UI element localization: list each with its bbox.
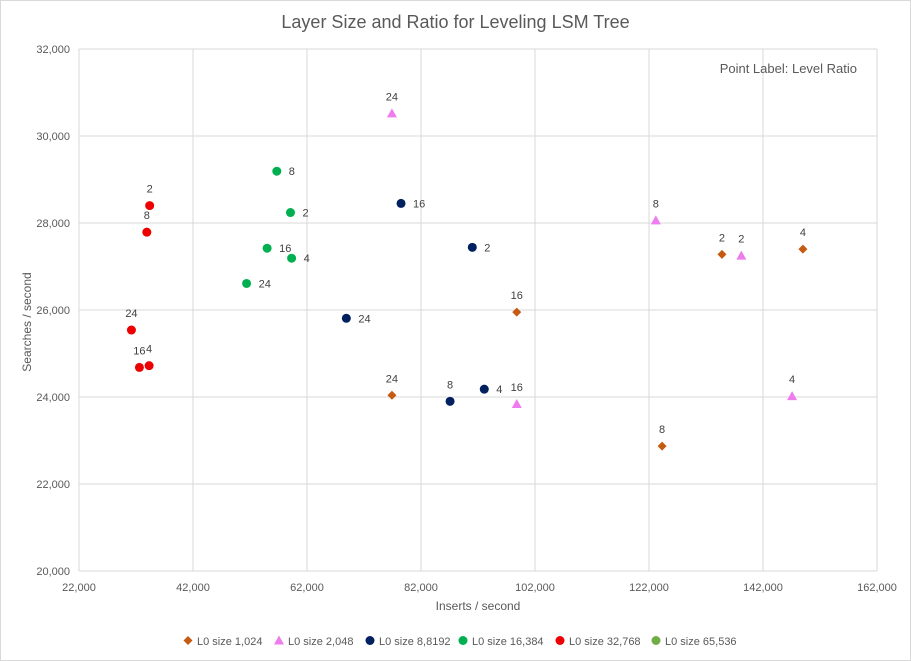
legend-marker (274, 635, 284, 645)
point-label: 16 (511, 290, 523, 302)
data-point (126, 325, 136, 335)
data-point (650, 215, 661, 225)
legend-entry: L0 size 1,024 (197, 636, 262, 648)
point-label: 4 (496, 384, 502, 396)
x-tick-label: 102,000 (515, 582, 555, 594)
legend-entry: L0 size 16,384 (472, 636, 544, 648)
data-point (262, 243, 272, 253)
point-label: 16 (133, 345, 145, 357)
data-point (511, 398, 522, 408)
point-label: 8 (289, 166, 295, 178)
data-point (134, 362, 144, 372)
point-label: 24 (125, 308, 137, 320)
legend-entry: L0 size 65,536 (665, 636, 737, 648)
data-point (387, 390, 397, 400)
point-label: 2 (302, 208, 308, 220)
y-tick-label: 26,000 (36, 305, 70, 317)
y-tick-label: 20,000 (36, 566, 70, 578)
point-label: 4 (800, 227, 806, 239)
data-point (445, 396, 455, 406)
point-label: 4 (146, 344, 152, 356)
grid-lines (78, 48, 878, 572)
data-point (657, 441, 667, 451)
legend-entry: L0 size 32,768 (569, 636, 641, 648)
y-tick-label: 28,000 (36, 218, 70, 230)
y-tick-label: 30,000 (36, 131, 70, 143)
legend-marker (183, 636, 193, 645)
x-axis-title: Inserts / second (436, 599, 521, 613)
data-point (142, 227, 152, 237)
legend-entry: L0 size 2,048 (288, 636, 353, 648)
x-tick-label: 42,000 (176, 582, 210, 594)
point-label: 24 (259, 278, 271, 290)
point-label: 16 (279, 243, 291, 255)
y-axis-title: Searches / second (20, 272, 34, 371)
data-point (787, 391, 798, 401)
data-point (341, 313, 351, 323)
data-point (145, 201, 155, 211)
point-label: 2 (484, 242, 490, 254)
data-point (512, 307, 522, 317)
point-label: 24 (358, 313, 370, 325)
data-point (287, 253, 297, 263)
data-point (467, 242, 477, 252)
data-point (798, 244, 808, 254)
data-point (242, 278, 252, 288)
point-label: 4 (304, 253, 310, 265)
point-label: 8 (144, 210, 150, 222)
point-label: 2 (738, 234, 744, 246)
y-tick-label: 22,000 (36, 479, 70, 491)
data-point (272, 166, 282, 176)
y-tick-label: 32,000 (36, 44, 70, 56)
legend-entry: L0 size 8,8192 (379, 636, 451, 648)
x-tick-label: 162,000 (857, 582, 897, 594)
x-axis-ticks: 22,000 42,000 62,000 82,000 102,000 122,000 14… (62, 582, 897, 594)
point-label: 16 (511, 382, 523, 394)
data-point (736, 250, 747, 260)
point-label: 24 (386, 91, 398, 103)
y-tick-label: 24,000 (36, 392, 70, 404)
legend-marker (555, 636, 565, 645)
x-tick-label: 122,000 (629, 582, 669, 594)
y-axis-ticks: 20,000 22,000 24,000 26,000 28,000 30,000 32,0… (36, 44, 70, 578)
point-label: 8 (659, 424, 665, 436)
data-point (386, 108, 397, 118)
legend-marker (651, 636, 661, 645)
legend-marker (365, 636, 375, 645)
point-label: 2 (719, 232, 725, 244)
point-label: 4 (789, 374, 795, 386)
data-point (144, 361, 154, 371)
legend-marker (458, 636, 468, 645)
x-tick-label: 142,000 (743, 582, 783, 594)
point-label: 2 (147, 184, 153, 196)
point-label-annotation: Point Label: Level Ratio (720, 61, 857, 76)
chart-title: Layer Size and Ratio for Leveling LSM Tr… (281, 12, 630, 32)
x-tick-label: 62,000 (290, 582, 324, 594)
x-tick-label: 22,000 (62, 582, 96, 594)
data-point (285, 208, 295, 218)
legend: L0 size 1,024 L0 size 2,048 L0 size 8,8192… (183, 635, 737, 648)
data-point (717, 249, 727, 259)
point-label: 24 (386, 373, 398, 385)
point-label: 8 (447, 379, 453, 391)
point-label: 8 (653, 198, 659, 210)
point-label: 16 (413, 198, 425, 210)
data-point (479, 384, 489, 394)
x-tick-label: 82,000 (404, 582, 438, 594)
data-point (396, 198, 406, 208)
